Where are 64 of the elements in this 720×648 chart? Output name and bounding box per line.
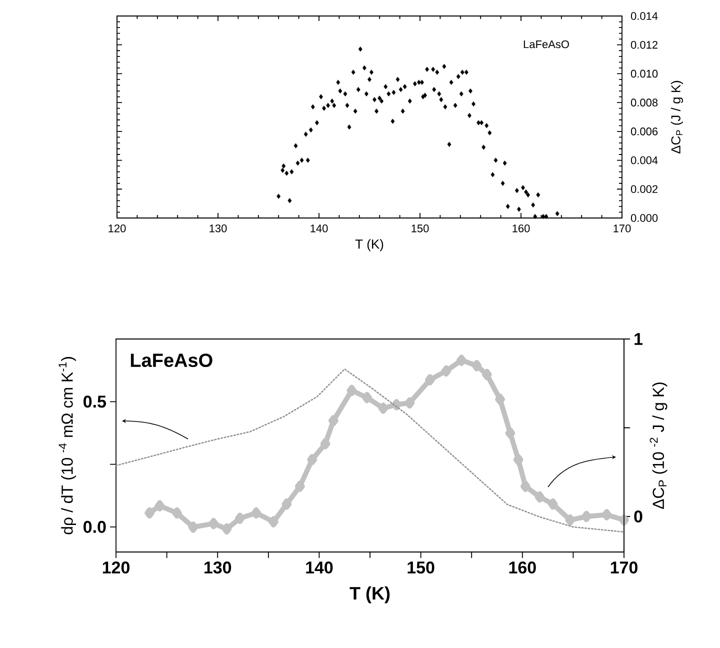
point xyxy=(251,507,262,519)
point xyxy=(208,518,218,530)
y-tick-label: 0.008 xyxy=(630,98,658,106)
point xyxy=(505,427,516,439)
point xyxy=(154,500,165,512)
annotation: LaFeAsO xyxy=(524,40,569,48)
y2-axis-title: ΔC$_{P}$ (10 $^{-2}$ J / g K) xyxy=(650,382,668,509)
x-axis-title: T (K) xyxy=(350,586,390,604)
point xyxy=(619,514,629,526)
x-tick-label: 160 xyxy=(509,562,536,574)
point xyxy=(188,521,198,533)
x-tick-label: 170 xyxy=(614,224,631,232)
point xyxy=(565,514,576,526)
y-tick-label: 0.002 xyxy=(630,185,658,194)
point xyxy=(222,523,232,535)
y2-tick-label: 1 xyxy=(634,333,643,345)
annotation: LaFeAsO xyxy=(130,354,212,368)
point xyxy=(346,384,357,396)
point xyxy=(328,414,338,426)
x-tick-label: 160 xyxy=(512,224,530,232)
point xyxy=(582,510,592,522)
point xyxy=(268,516,278,528)
point xyxy=(425,374,435,386)
point xyxy=(456,354,466,366)
point xyxy=(235,512,245,524)
x-tick-label: 150 xyxy=(408,562,434,574)
y-tick-label: 0.5 xyxy=(84,396,106,408)
point xyxy=(404,397,415,409)
point xyxy=(144,507,154,519)
point xyxy=(602,509,612,520)
x-tick-label: 130 xyxy=(204,562,232,574)
point xyxy=(495,394,505,406)
point xyxy=(520,480,530,492)
x-tick-label: 170 xyxy=(610,562,638,574)
x-tick-label: 140 xyxy=(306,562,333,574)
point xyxy=(482,368,492,380)
point xyxy=(513,454,524,466)
x-tick-label: 130 xyxy=(210,224,227,232)
y-tick-label: 0.000 xyxy=(630,214,658,222)
point xyxy=(548,498,558,510)
point xyxy=(378,402,388,414)
y-tick-label: 0.0 xyxy=(84,520,106,533)
x-tick-label: 150 xyxy=(412,224,429,232)
y-tick-label: 0.006 xyxy=(630,128,658,136)
point xyxy=(320,438,330,450)
x-tick-label: 120 xyxy=(108,224,126,232)
point xyxy=(472,360,482,372)
x-axis-title: T (K) xyxy=(355,239,384,252)
point xyxy=(295,480,305,492)
point xyxy=(534,491,545,503)
y-axis-title: ΔC$_{P}$ (J / g K) xyxy=(670,80,684,154)
y-tick-label: 0.010 xyxy=(630,70,658,78)
y-axis-title: dρ / dT (10 $^{-4}$ mΩ cm K$^{-1}$) xyxy=(58,357,76,534)
y-tick-label: 0.004 xyxy=(630,156,658,164)
point xyxy=(282,498,292,510)
y-tick-label: 0.014 xyxy=(630,12,658,20)
x-tick-label: 120 xyxy=(102,562,130,574)
y2-tick-label: 0 xyxy=(634,510,642,523)
point xyxy=(307,454,317,466)
point xyxy=(172,507,182,519)
x-tick-label: 140 xyxy=(310,224,328,232)
y-tick-label: 0.012 xyxy=(630,40,658,49)
point xyxy=(362,392,372,404)
point xyxy=(441,365,452,377)
